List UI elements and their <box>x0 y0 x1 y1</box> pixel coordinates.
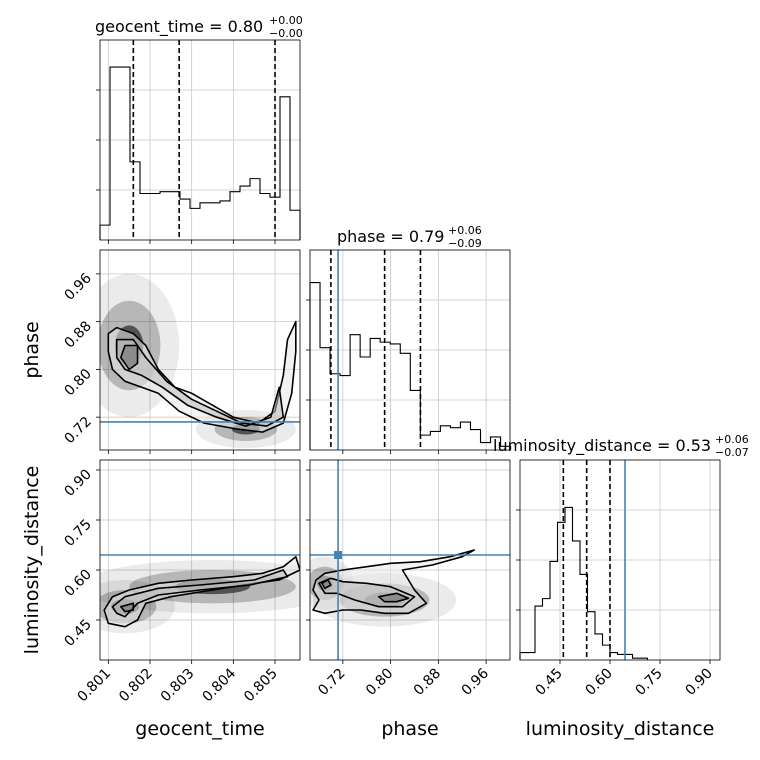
joint-phase-luminosity-distance-truth-marker <box>334 551 343 559</box>
tick-label-phase: 0.80 <box>61 366 94 399</box>
hist-geocent-time-step <box>99 66 301 240</box>
title-phase-plus: +0.06 <box>448 224 482 237</box>
tick-label-phase: 0.88 <box>411 666 444 699</box>
title-luminosity-distance-main: luminosity_distance = 0.53 <box>493 436 711 456</box>
xlabel-phase: phase <box>381 718 438 740</box>
hist-luminosity-distance-border <box>519 459 721 661</box>
joint-phase-luminosity-distance-border <box>309 459 511 661</box>
joint-geocent-time-luminosity-distance-contour-3 <box>120 602 135 613</box>
tick-label-luminosity-distance: 0.90 <box>61 467 94 500</box>
tick-label-phase: 0.96 <box>459 665 492 698</box>
hist-phase-step <box>309 282 512 450</box>
joint-phase-luminosity-distance-content <box>310 460 510 660</box>
tick-label-phase: 0.72 <box>61 414 94 447</box>
title-phase-minus: −0.09 <box>448 237 482 250</box>
tick-label-geocent-time: 0.802 <box>116 666 156 706</box>
title-geocent-time-plus: +0.00 <box>269 14 303 27</box>
tick-label-geocent-time: 0.805 <box>241 666 281 706</box>
tick-label-luminosity-distance: 0.90 <box>682 666 715 699</box>
joint-geocent-time-phase-contour-3 <box>120 344 139 371</box>
hist-luminosity-distance-panel: 0.45 0.60 0.75 0.90 <box>516 459 721 699</box>
title-luminosity-distance-minus: −0.07 <box>715 446 749 459</box>
title-luminosity-distance-plus: +0.06 <box>715 433 749 446</box>
tick-label-phase: 0.96 <box>61 270 94 303</box>
joint-geocent-time-luminosity-distance-content <box>100 554 300 634</box>
title-geocent-time-minus: −0.00 <box>269 27 303 40</box>
joint-geocent-time-phase-content <box>100 273 300 449</box>
hist-luminosity-distance-step <box>519 506 649 660</box>
title-geocent-time: geocent_time = 0.80 +0.00 −0.00 <box>95 14 303 40</box>
tick-label-luminosity-distance: 0.75 <box>61 517 94 550</box>
title-phase-main: phase = 0.79 <box>337 227 444 246</box>
hist-phase-panel <box>306 249 512 454</box>
joint-geocent-time-phase-border <box>99 249 301 451</box>
tick-label-luminosity-distance: 0.45 <box>61 617 94 650</box>
joint-phase-luminosity-distance-contour-3 <box>321 579 332 590</box>
tick-label-luminosity-distance: 0.45 <box>532 666 565 699</box>
tick-label-luminosity-distance: 0.60 <box>61 567 94 600</box>
tick-label-geocent-time: 0.803 <box>158 666 198 706</box>
joint-phase-luminosity-distance-contour-4 <box>377 592 410 603</box>
xlabel-luminosity-distance: luminosity_distance <box>526 718 715 740</box>
tick-label-geocent-time: 0.801 <box>74 666 114 706</box>
joint-geocent-time-luminosity-distance-panel: 0.801 0.802 0.803 0.804 0.805 0.45 0.60 0.75 0.9… <box>61 459 301 706</box>
ylabel-luminosity-distance: luminosity_distance <box>21 466 43 655</box>
tick-label-luminosity-distance: 0.75 <box>632 666 665 699</box>
xlabel-geocent-time: geocent_time <box>135 718 264 740</box>
hist-geocent-time-panel <box>96 39 301 244</box>
joint-geocent-time-luminosity-distance-border <box>99 459 301 661</box>
hist-geocent-time-border <box>99 39 301 241</box>
title-luminosity-distance: luminosity_distance = 0.53 +0.06 −0.07 <box>493 433 749 459</box>
tick-label-phase: 0.88 <box>61 318 94 351</box>
title-phase: phase = 0.79 +0.06 −0.09 <box>337 224 482 250</box>
joint-phase-luminosity-distance-panel: 0.72 0.80 0.88 0.96 <box>306 459 511 699</box>
tick-label-luminosity-distance: 0.60 <box>582 666 615 699</box>
panels-layer: 0.45 0.60 0.75 0.900.720.800.880.960.801 0.8… <box>61 39 721 706</box>
joint-geocent-time-phase-panel: 0.72 0.80 0.88 0.96 <box>61 249 301 454</box>
ylabel-phase: phase <box>21 321 43 378</box>
joint-geocent-time-luminosity-distance-contour-2 <box>111 569 289 618</box>
hist-phase-border <box>309 249 511 451</box>
tick-label-phase: 0.72 <box>315 666 348 699</box>
tick-label-geocent-time: 0.804 <box>199 665 239 705</box>
title-geocent-time-main: geocent_time = 0.80 <box>95 17 263 37</box>
tick-label-phase: 0.80 <box>363 666 396 699</box>
